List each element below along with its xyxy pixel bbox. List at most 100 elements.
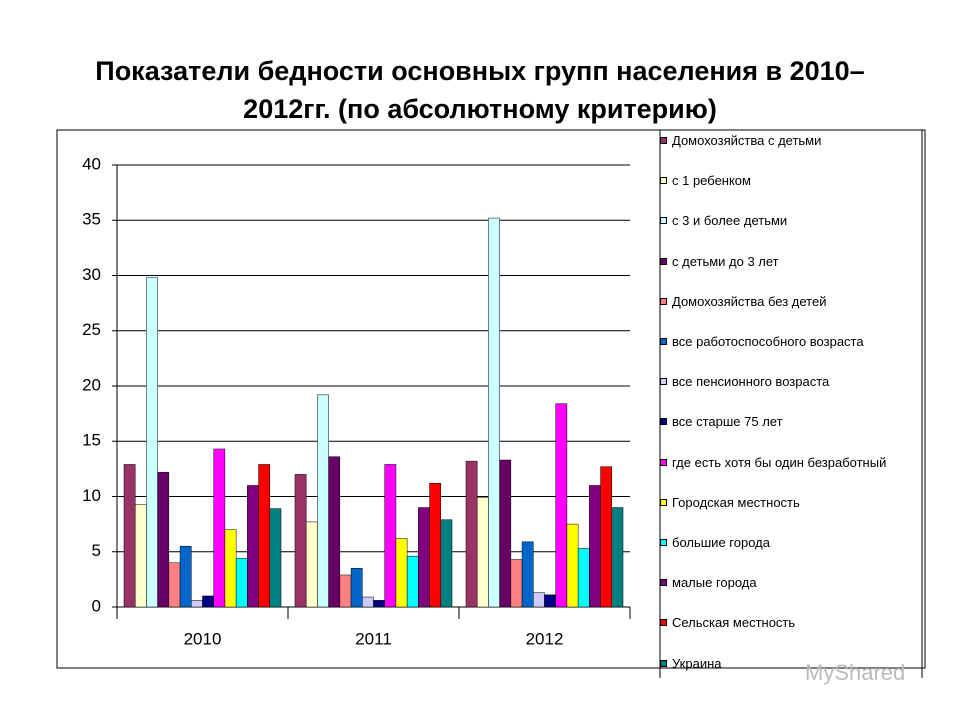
legend-label: где есть хотя бы один безработный bbox=[672, 454, 887, 470]
legend-swatch bbox=[660, 458, 667, 466]
legend-label: с 3 и более детьми bbox=[672, 213, 788, 229]
bar bbox=[350, 568, 363, 608]
y-tick-label: 40 bbox=[82, 154, 101, 173]
bar bbox=[589, 485, 601, 608]
bar bbox=[258, 464, 271, 608]
legend-item: Домохозяйства с детьми bbox=[660, 133, 912, 149]
legend-swatch bbox=[660, 217, 667, 225]
bar bbox=[157, 471, 170, 608]
legend-swatch bbox=[660, 619, 667, 627]
legend-item: Домохозяйства без детей bbox=[660, 293, 912, 310]
bar bbox=[235, 558, 248, 608]
bar bbox=[440, 519, 453, 608]
watermark: MyShared bbox=[805, 660, 906, 685]
bar bbox=[611, 507, 624, 608]
legend-item: с детьми до 3 лет bbox=[660, 253, 912, 270]
legend-label: большие города bbox=[672, 535, 770, 550]
bar bbox=[305, 521, 318, 608]
legend-swatch bbox=[660, 338, 667, 345]
y-tick-label: 10 bbox=[82, 486, 101, 505]
legend-item: Украина bbox=[660, 655, 912, 672]
bar bbox=[429, 482, 442, 608]
bar bbox=[395, 538, 408, 608]
legend-label: Домохозяйства без детей bbox=[672, 293, 827, 309]
bar bbox=[521, 541, 534, 608]
x-tick-label: 2012 bbox=[526, 629, 564, 648]
bar bbox=[373, 600, 385, 608]
legend-item: где есть хотя бы один безработный bbox=[660, 454, 912, 471]
bar bbox=[123, 464, 136, 608]
bar bbox=[499, 459, 512, 608]
legend-item: все пенсионного возраста bbox=[660, 374, 912, 390]
legend-swatch bbox=[660, 257, 667, 265]
legend-swatch bbox=[660, 297, 667, 305]
legend-item: с 3 и более детьми bbox=[660, 213, 912, 229]
bar bbox=[465, 460, 478, 608]
legend-label: малые города bbox=[672, 575, 757, 591]
legend-label: Домохозяйства с детьми bbox=[672, 133, 822, 148]
legend-swatch bbox=[660, 539, 667, 546]
bar bbox=[179, 545, 192, 608]
bar bbox=[247, 485, 259, 608]
bar bbox=[328, 456, 341, 608]
legend-item: все старше 75 лет bbox=[660, 414, 912, 430]
chart-frame bbox=[56, 129, 926, 669]
legend-label: с детьми до 3 лет bbox=[672, 253, 779, 269]
bar bbox=[168, 562, 181, 608]
legend-item: все работоспособного возраста bbox=[660, 334, 912, 350]
legend-swatch bbox=[660, 137, 667, 144]
bar bbox=[191, 600, 203, 608]
legend-item: большие города bbox=[660, 535, 912, 551]
bar bbox=[510, 559, 523, 608]
x-tick-label: 2011 bbox=[355, 629, 392, 648]
legend-swatch bbox=[660, 498, 667, 506]
bar bbox=[224, 529, 237, 608]
bar bbox=[269, 508, 282, 608]
bar bbox=[577, 548, 590, 608]
y-tick-label: 30 bbox=[82, 265, 101, 284]
chart-title: Показатели бедности основных групп насел… bbox=[95, 56, 865, 124]
legend-swatch bbox=[660, 659, 667, 667]
legend-swatch bbox=[660, 418, 667, 426]
legend-item: Городская местность bbox=[660, 494, 912, 511]
legend-label: все работоспособного возраста bbox=[672, 334, 864, 349]
bar bbox=[566, 523, 579, 608]
legend-item: малые города bbox=[660, 575, 912, 591]
legend-label: Украина bbox=[672, 655, 722, 671]
bar bbox=[476, 497, 489, 608]
bar bbox=[134, 503, 147, 608]
legend-item: Сельская местность bbox=[660, 615, 912, 631]
y-tick-label: 20 bbox=[82, 375, 101, 394]
bar bbox=[317, 394, 329, 608]
y-tick-label: 5 bbox=[92, 541, 101, 560]
bar bbox=[406, 555, 419, 608]
bar bbox=[339, 574, 352, 608]
bar bbox=[533, 592, 545, 608]
legend-label: с 1 ребенком bbox=[672, 173, 751, 189]
legend-label: Городская местность bbox=[672, 494, 800, 510]
legend-label: Сельская местность bbox=[672, 615, 796, 631]
bar bbox=[600, 466, 613, 608]
legend-label: все старше 75 лет bbox=[672, 414, 783, 430]
bar bbox=[544, 594, 556, 608]
legend-swatch bbox=[660, 579, 667, 587]
y-tick-label: 35 bbox=[82, 210, 101, 229]
legend-swatch bbox=[660, 378, 667, 386]
bar bbox=[362, 596, 374, 608]
y-tick-label: 15 bbox=[82, 431, 101, 450]
bar bbox=[384, 464, 397, 608]
legend-item: с 1 ребенком bbox=[660, 173, 912, 189]
x-tick-label: 2010 bbox=[184, 629, 222, 648]
bar bbox=[146, 277, 158, 608]
legend-swatch bbox=[660, 177, 667, 185]
bar bbox=[202, 595, 214, 608]
bar bbox=[213, 448, 226, 608]
legend-label: все пенсионного возраста bbox=[672, 374, 830, 390]
y-tick-label: 25 bbox=[82, 320, 101, 339]
bar bbox=[555, 403, 568, 608]
y-tick-label: 0 bbox=[92, 596, 101, 615]
bar bbox=[294, 474, 307, 608]
bar bbox=[488, 217, 500, 608]
